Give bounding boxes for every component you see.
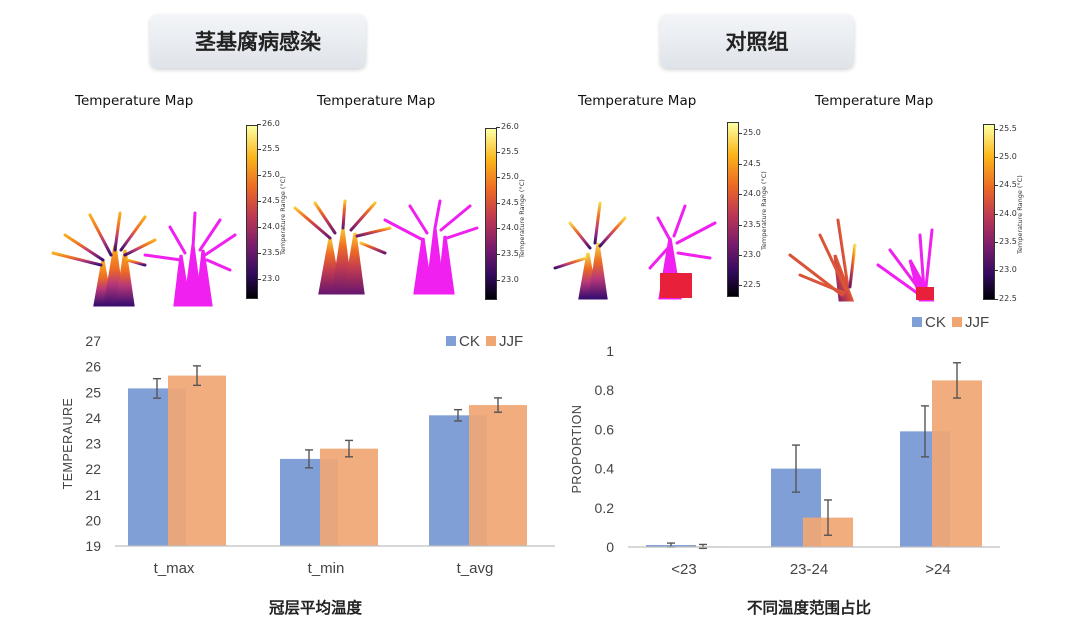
bar-jjf-0	[168, 375, 226, 546]
legend-label-jjf: JJF	[965, 314, 989, 331]
y-tick-label: 1	[606, 343, 614, 359]
control-group-label: 对照组	[725, 30, 789, 54]
colorbar-tick: 24.0	[496, 223, 519, 232]
colorbar-tick: 24.5	[496, 198, 519, 207]
colorbar-tick: 23.5	[257, 248, 280, 257]
y-tick-label: 24	[85, 410, 101, 426]
colorbar-tick: 24.0	[738, 189, 761, 198]
colorbar-2: 26.0 25.5 25.0 24.5 24.0 23.5 23.0 Tempe…	[485, 122, 535, 300]
colorbar-tick: 24.5	[738, 159, 761, 168]
colorbar-gradient	[983, 124, 995, 300]
colorbar-tick: 23.0	[738, 250, 761, 259]
y-tick-label: 21	[85, 487, 101, 503]
x-tick-label: t_avg	[457, 560, 494, 577]
y-tick-label: 0.2	[595, 500, 615, 516]
map-title-1: Temperature Map	[75, 93, 194, 109]
legend-swatch-jjf	[952, 317, 962, 327]
y-tick-label: 23	[85, 436, 101, 452]
x-tick-label: >24	[925, 561, 950, 578]
y-axis-label: TEMPERAURE	[61, 398, 75, 490]
infected-group-header: 茎基腐病感染	[150, 14, 366, 68]
colorbar-tick: 24.0	[994, 209, 1017, 218]
colorbar-3: 25.0 24.5 24.0 23.5 23.0 22.5 Temperatur…	[727, 122, 777, 297]
colorbar-tick: 25.5	[257, 144, 280, 153]
map-title-2: Temperature Map	[317, 93, 436, 109]
colorbar-tick: 26.0	[257, 119, 280, 128]
map-title-3: Temperature Map	[578, 93, 697, 109]
x-tick-label: t_max	[154, 560, 195, 577]
colorbar-tick: 25.0	[496, 172, 519, 181]
y-tick-label: 26	[85, 359, 101, 375]
control-group-header: 对照组	[660, 14, 854, 68]
colorbar-gradient	[727, 122, 739, 297]
colorbar-tick: 23.5	[738, 220, 761, 229]
legend-label-ck: CK	[459, 333, 480, 350]
chart-caption-temp-range: 不同温度范围占比	[747, 599, 872, 617]
legend-swatch-ck	[446, 336, 456, 346]
colorbar-tick: 26.0	[496, 122, 519, 131]
colorbar-tick: 25.0	[994, 152, 1017, 161]
legend-swatch-jjf	[486, 336, 496, 346]
map-title-4: Temperature Map	[815, 93, 934, 109]
x-tick-label: <23	[671, 561, 696, 578]
colorbar-tick: 24.0	[257, 222, 280, 231]
colorbar-tick: 23.5	[994, 237, 1017, 246]
y-axis-label: PROPORTION	[570, 405, 584, 494]
legend-label-jjf: JJF	[499, 333, 523, 350]
legend-label-ck: CK	[925, 314, 946, 331]
bar-jjf-1	[320, 448, 378, 546]
colorbar-tick: 25.5	[496, 147, 519, 156]
y-tick-label: 27	[85, 333, 101, 349]
colorbar-gradient	[246, 125, 258, 299]
colorbar-4: 25.5 25.0 24.5 24.0 23.5 23.0 22.5 Tempe…	[983, 124, 1033, 303]
y-tick-label: 22	[85, 461, 101, 477]
thermal-image-infected-2	[293, 199, 479, 295]
infection-mask-shape	[143, 211, 237, 307]
y-tick-label: 0.8	[595, 382, 615, 398]
heat-plant-shape	[51, 211, 157, 307]
colorbar-tick: 22.5	[738, 280, 761, 289]
y-tick-label: 19	[85, 538, 101, 554]
thermal-image-control-1	[553, 201, 717, 300]
thermal-image-control-2	[788, 218, 935, 302]
colorbar-tick: 23.0	[257, 274, 280, 283]
colorbar-tick: 23.0	[496, 275, 519, 284]
colorbar-1: 26.0 25.5 25.0 24.5 24.0 23.5 23.0 Tempe…	[246, 119, 296, 299]
bar-jjf-2	[469, 405, 527, 546]
colorbar-tick: 22.5	[994, 294, 1017, 303]
bar-jjf-2	[932, 380, 982, 547]
y-tick-label: 25	[85, 384, 101, 400]
colorbar-tick: 24.5	[257, 196, 280, 205]
chart-caption-canopy-temp: 冠层平均温度	[269, 599, 363, 617]
colorbar-gradient	[485, 128, 497, 300]
x-tick-label: 23-24	[790, 561, 828, 578]
colorbar-tick: 23.0	[994, 265, 1017, 274]
colorbar-tick: 25.0	[257, 170, 280, 179]
legend-swatch-ck	[912, 317, 922, 327]
colorbar-tick: 23.5	[496, 249, 519, 258]
y-tick-label: 20	[85, 512, 101, 528]
colorbar-tick: 25.5	[994, 124, 1017, 133]
y-tick-label: 0	[606, 539, 614, 555]
colorbar-tick: 24.5	[994, 180, 1017, 189]
y-tick-label: 0.4	[595, 461, 615, 477]
y-tick-label: 0.6	[595, 421, 615, 437]
infected-group-label: 茎基腐病感染	[195, 30, 321, 54]
x-tick-label: t_min	[308, 560, 345, 577]
thermal-image-infected-1	[51, 211, 237, 307]
colorbar-tick: 25.0	[738, 128, 761, 137]
